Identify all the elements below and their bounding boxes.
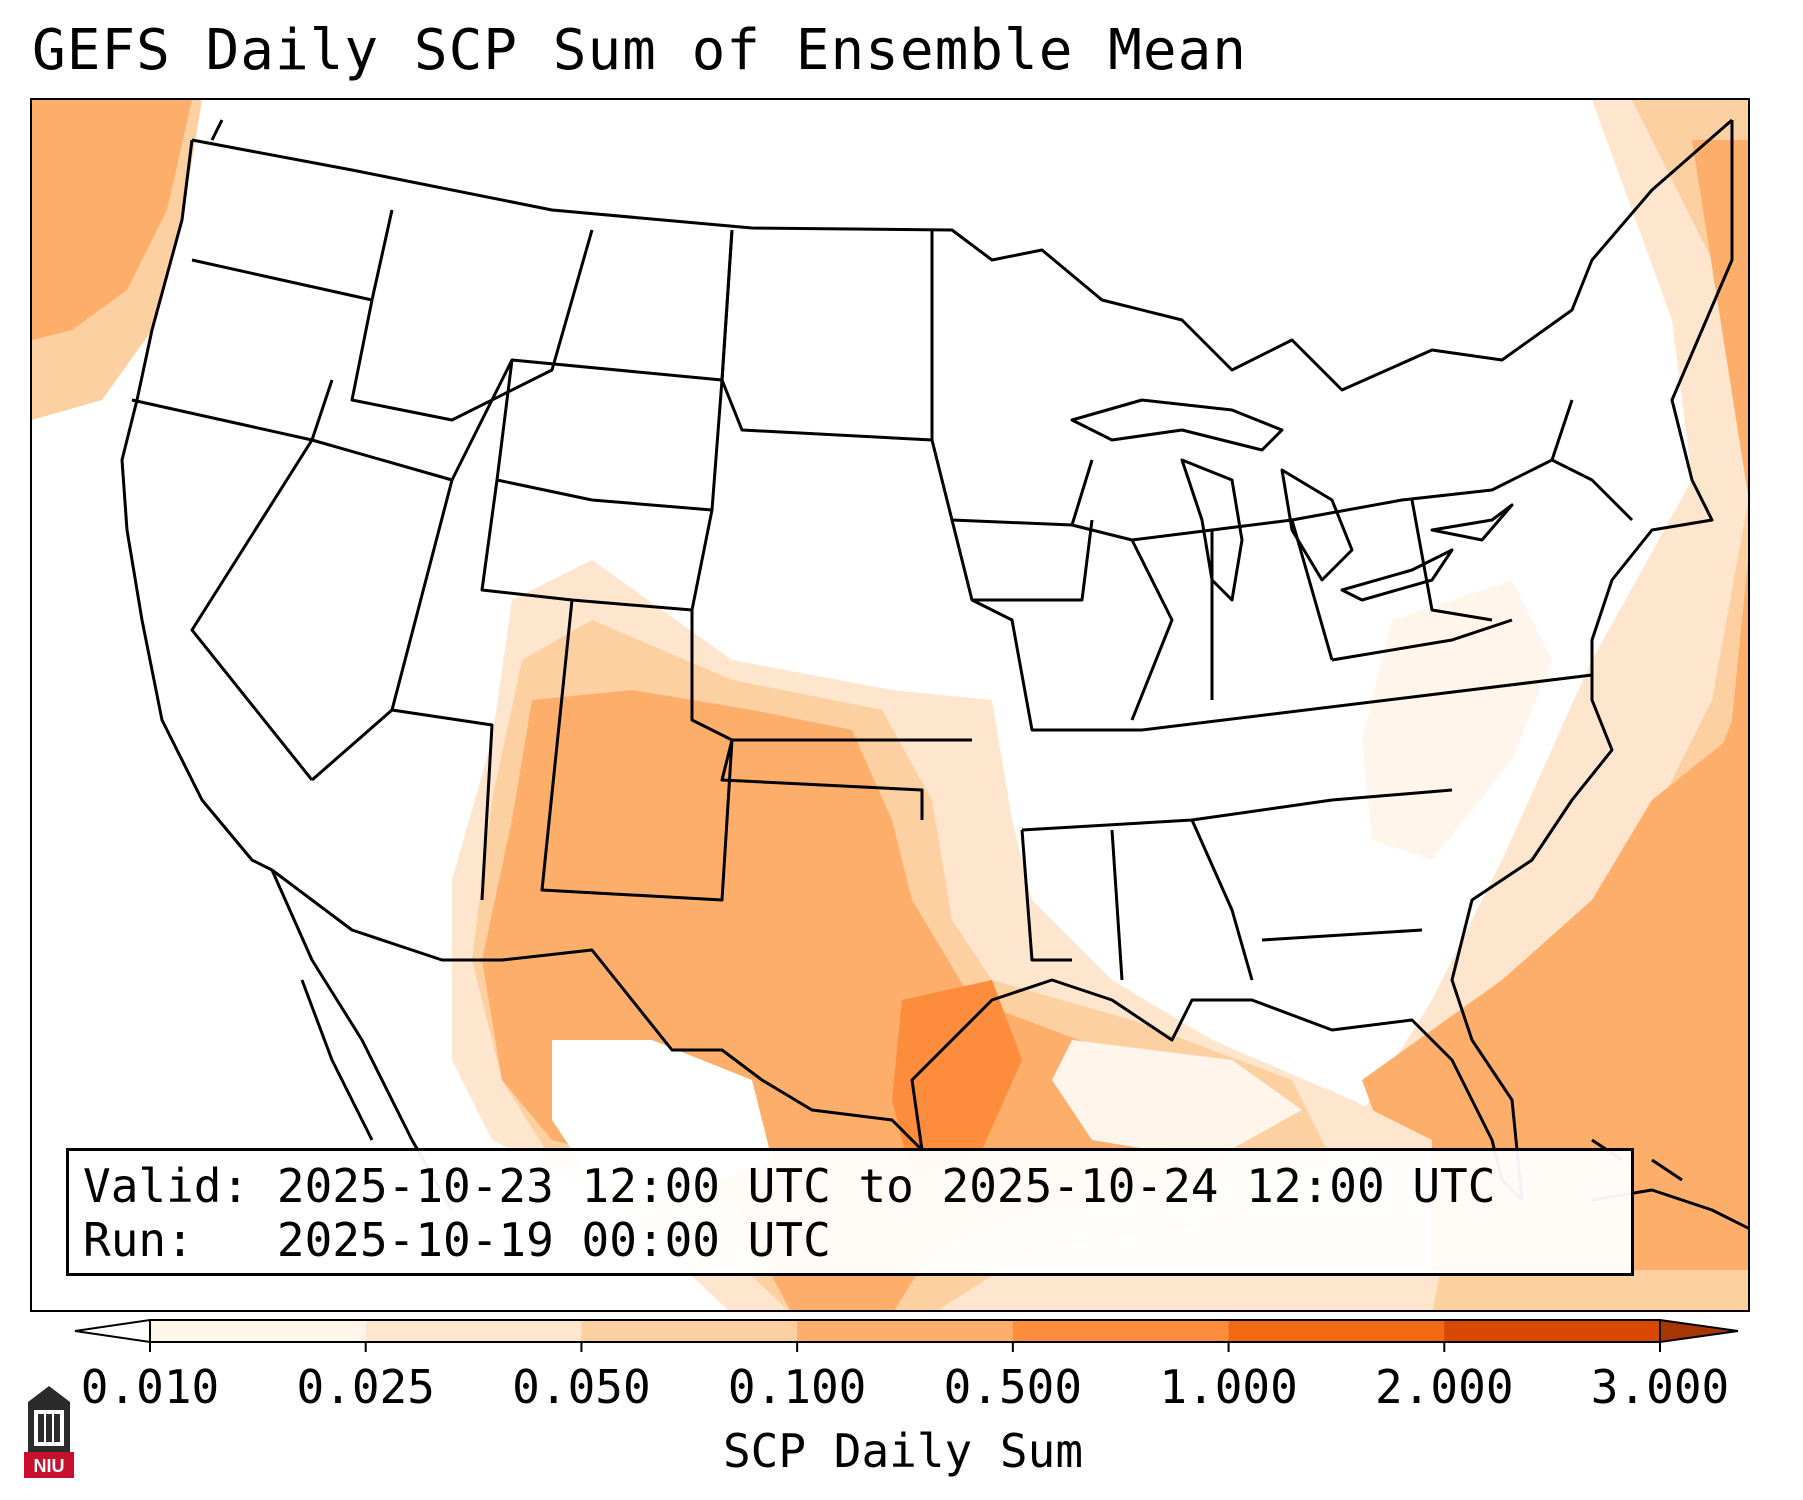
colorbar-tick-label: 0.500	[943, 1360, 1083, 1414]
scp-map	[32, 100, 1748, 1310]
run-label: Run:	[83, 1213, 194, 1267]
colorbar-frame	[149, 1319, 1661, 1343]
colorbar-tick-label: 3.000	[1590, 1360, 1730, 1414]
run-row: Run: 2025-10-19 00:00 UTC	[83, 1213, 1617, 1267]
colorbar-segment	[797, 1320, 1014, 1342]
colorbar-tick-label: 1.000	[1159, 1360, 1298, 1414]
colorbar-tick-label: 2.000	[1375, 1360, 1514, 1414]
colorbar	[74, 1318, 1739, 1352]
colorbar-segment	[1444, 1320, 1661, 1342]
colorbar-segment	[365, 1320, 582, 1342]
map-title: GEFS Daily SCP Sum of Ensemble Mean	[32, 18, 1248, 83]
valid-row: Valid: 2025-10-23 12:00 UTC to 2025-10-2…	[83, 1159, 1617, 1213]
colorbar-segment	[150, 1320, 367, 1342]
valid-label: Valid:	[83, 1159, 250, 1213]
colorbar-under-extension	[74, 1318, 151, 1344]
map-panel	[30, 98, 1750, 1312]
colorbar-segment	[1012, 1320, 1230, 1342]
boundary-lines	[120, 118, 1748, 1230]
valid-run-info-box: Valid: 2025-10-23 12:00 UTC to 2025-10-2…	[66, 1148, 1634, 1276]
colorbar-tick-label: 0.100	[727, 1360, 867, 1414]
colorbar-segment	[1228, 1320, 1445, 1342]
run-value: 2025-10-19 00:00 UTC	[276, 1213, 831, 1267]
colorbar-tick-label: 0.050	[512, 1360, 651, 1414]
svg-text:NIU: NIU	[34, 1456, 65, 1476]
valid-value: 2025-10-23 12:00 UTC to 2025-10-24 12:00…	[276, 1159, 1496, 1213]
niu-logo-icon: NIU	[24, 1386, 74, 1478]
colorbar-tick-label: 0.010	[80, 1360, 220, 1414]
colorbar-over-extension	[1659, 1318, 1739, 1344]
colorbar-tick-label: 0.025	[296, 1360, 435, 1414]
colorbar-segment	[581, 1320, 798, 1342]
colorbar-label: SCP Daily Sum	[722, 1424, 1084, 1478]
